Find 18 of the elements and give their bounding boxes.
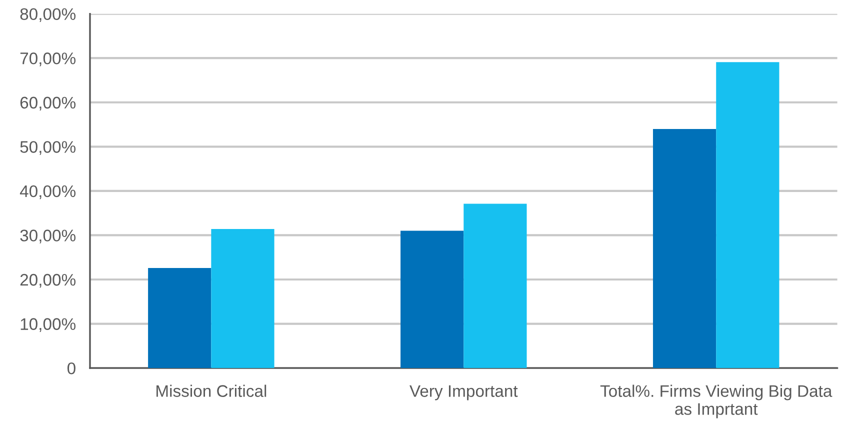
y-tick-label: 30,00% xyxy=(20,230,76,244)
x-tick-label: Very Important xyxy=(410,385,518,400)
bar xyxy=(211,229,274,368)
x-tick-label: Mission Critical xyxy=(156,384,266,397)
y-tick-label: 20,00% xyxy=(20,274,76,288)
bar xyxy=(148,268,212,368)
y-tick-label: 0 xyxy=(67,362,76,374)
bar xyxy=(652,128,716,368)
y-tick-label: 10,00% xyxy=(20,318,76,332)
y-tick-label: 40,00% xyxy=(20,185,76,200)
bar xyxy=(400,230,464,368)
y-tick-label: 70,00% xyxy=(20,52,76,66)
x-tick-label: Total%. Firms Viewing Big Data as Imprtant xyxy=(600,384,832,418)
y-tick-label: 80,00% xyxy=(20,8,76,22)
y-tick-label: 60,00% xyxy=(20,96,76,111)
bar xyxy=(716,62,780,368)
y-tick-label: 50,00% xyxy=(20,141,76,155)
bar xyxy=(464,204,527,368)
